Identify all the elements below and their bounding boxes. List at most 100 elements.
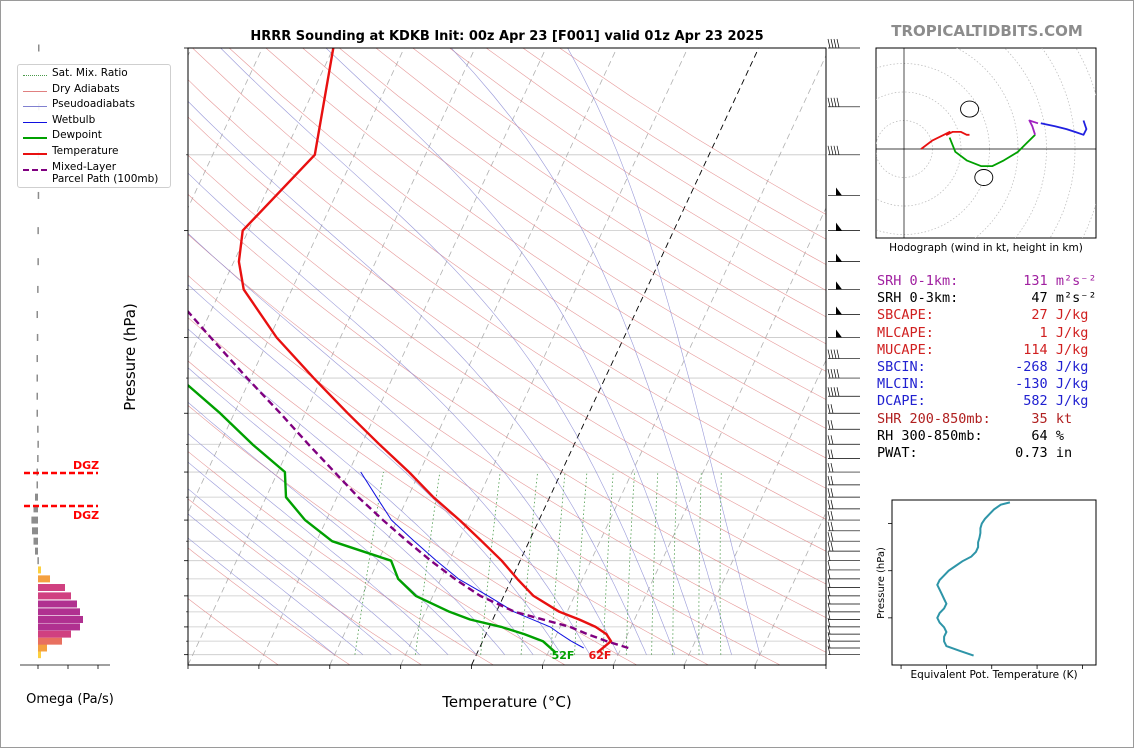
dry-adiabat [228, 48, 826, 459]
dry-adiabat [188, 547, 351, 665]
index-value: 582 [1007, 393, 1048, 410]
dry-adiabat [265, 48, 826, 429]
omega-bar [38, 44, 40, 52]
index-value: -130 [1007, 376, 1048, 393]
pseudoadiabat [188, 488, 392, 655]
omega-bar [33, 505, 38, 513]
index-row: DCAPE: 582 J/kg [877, 393, 1096, 410]
omega-bar [37, 455, 39, 463]
wind-barb [827, 542, 860, 552]
pseudoadiabat [220, 48, 676, 655]
index-label: SRH 0-1km: [877, 273, 1008, 289]
dry-adiabat [192, 48, 826, 489]
omega-bar [36, 392, 38, 400]
index-value: -268 [1007, 358, 1048, 375]
dry-adiabat [188, 193, 826, 618]
index-row: SBCIN: -268 J/kg [877, 359, 1096, 376]
legend-label: Sat. Mix. Ratio [52, 67, 128, 79]
legend-label: Wetbulb [52, 113, 96, 126]
profile-wetbulb [360, 471, 584, 649]
isotherm-line [329, 48, 618, 665]
theta-e-panel: Equivalent Pot. Temperature (K) Pressure… [876, 499, 1097, 681]
wind-barb [827, 586, 860, 597]
wind-barb [827, 638, 860, 649]
profile-mixed-layer-parcel-path-100mb- [188, 309, 629, 650]
wind-barb [827, 97, 860, 108]
pseudoadiabat [567, 48, 761, 655]
mixing-ratio-line [480, 471, 501, 655]
skewt-xlabel: Temperature (°C) [441, 693, 571, 711]
dry-adiabat [375, 48, 826, 345]
omega-bar [38, 637, 62, 645]
dry-adiabat [188, 451, 494, 665]
index-unit: J/kg [1047, 358, 1089, 375]
wind-barb [827, 449, 860, 459]
isotherm-line [683, 359, 826, 665]
legend-label: Mixed-Layer [52, 160, 117, 173]
theta-e-frame [891, 499, 1097, 666]
wind-barb [827, 625, 860, 635]
index-unit: m²s⁻² [1047, 273, 1097, 289]
omega-bar [38, 623, 80, 631]
index-row: SBCAPE: 27 J/kg [877, 307, 1096, 324]
omega-bar [36, 333, 39, 341]
hodo-segment [920, 131, 970, 150]
index-unit: J/kg [1047, 376, 1089, 393]
dry-adiabat [188, 405, 566, 665]
omega-bar [37, 285, 39, 293]
omega-bar [38, 584, 65, 592]
mixing-ratio-line [520, 471, 538, 655]
wind-barb [827, 475, 860, 486]
index-row: SRH 0-1km: 131 m²s⁻² [877, 273, 1096, 290]
index-value: 0.73 [1007, 444, 1048, 461]
wind-barb [827, 435, 860, 445]
omega-bar [36, 355, 38, 363]
index-label: MLCAPE: [877, 324, 1008, 341]
index-value: 64 [1007, 427, 1048, 444]
wind-barb [827, 368, 860, 379]
hodograph-caption: Hodograph (wind in kt, height in km) [889, 242, 1083, 254]
wind-barb [827, 610, 860, 620]
wind-barb [827, 578, 860, 588]
wind-barb [827, 569, 860, 580]
dry-adiabat [188, 598, 279, 665]
right-mover-marker [974, 169, 994, 186]
wind-barb [827, 602, 860, 613]
wind-barb [828, 253, 860, 263]
pseudoadiabat [188, 100, 647, 655]
omega-bar [37, 425, 39, 433]
omega-bar [38, 600, 77, 608]
wind-barb [827, 511, 860, 521]
wind-barb [828, 306, 860, 315]
legend-label-line2: Parcel Path (100mb) [52, 172, 159, 185]
omega-bar [38, 651, 41, 659]
omega-bar [33, 537, 38, 545]
index-row: MUCAPE: 114 J/kg [877, 342, 1096, 359]
left-mover-marker [960, 100, 979, 118]
theta-e-profile [936, 501, 1011, 657]
isotherm-line [258, 48, 547, 665]
dry-adiabat [412, 48, 826, 318]
isotherm-line [188, 48, 405, 514]
index-row: RH 300-850mb: 64 % [877, 428, 1096, 445]
isotherm-line [471, 48, 760, 665]
legend-swatch [23, 121, 47, 123]
omega-bar [38, 608, 80, 616]
hodograph-panel: Hodograph (wind in kt, height in km) [875, 47, 1097, 254]
pseudoadiabat [188, 367, 505, 655]
legend-swatch [23, 137, 47, 140]
index-label: PWAT: [877, 444, 1008, 461]
theta-e-xlabel: Equivalent Pot. Temperature (K) [910, 669, 1077, 681]
pseudoadiabat [325, 48, 704, 655]
legend-swatch [23, 90, 47, 92]
dry-adiabat [339, 48, 826, 372]
legend: Sat. Mix. Ratio Dry Adiabats Pseudoadiabat… [17, 64, 171, 188]
wind-barb [827, 38, 860, 49]
pseudoadiabat [188, 172, 619, 655]
pseudoadiabat [188, 284, 562, 655]
profile-temperature [237, 48, 613, 654]
index-unit: % [1047, 427, 1064, 444]
wind-barb [828, 222, 860, 231]
omega-bar [38, 630, 71, 638]
omega-bar [37, 557, 39, 565]
